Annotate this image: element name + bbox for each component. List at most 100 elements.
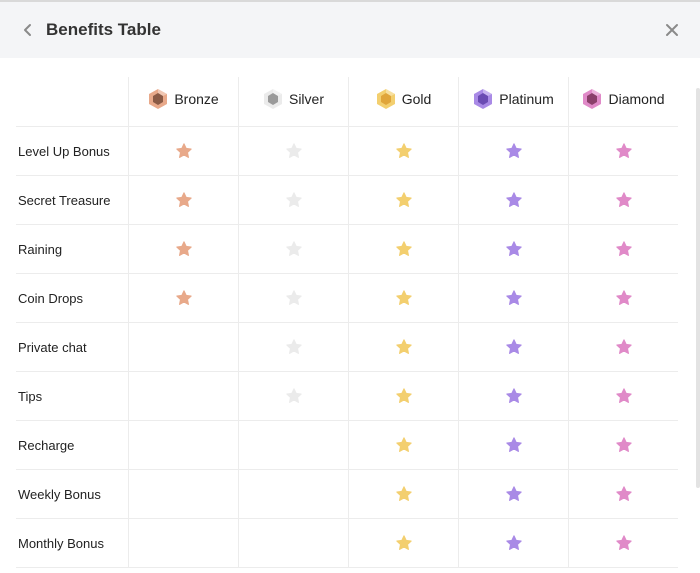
benefit-cell [238,175,349,225]
benefit-cell [128,175,239,225]
benefit-cell [568,224,678,274]
tier-header-content: Silver [263,88,324,110]
star-icon [175,192,192,207]
benefit-cell [568,175,678,225]
benefit-cell [348,322,459,372]
benefit-cell [348,175,459,225]
star-icon [505,437,522,452]
star-icon [285,192,302,207]
benefit-cell [458,273,569,323]
gem-icon [474,89,493,109]
star-icon [615,143,632,158]
table-row: Tips [16,371,678,421]
tier-label: Bronze [174,91,219,107]
star-icon [505,535,522,550]
tier-label: Diamond [608,91,665,107]
tier-header-content: Bronze [148,88,219,110]
table-row: Weekly Bonus [16,469,678,519]
chevron-left-icon [24,24,31,36]
benefit-cell [238,273,349,323]
tier-label: Silver [288,91,324,107]
star-icon [615,388,632,403]
star-icon [615,339,632,354]
benefit-cell [348,126,459,176]
close-icon [666,24,678,36]
gem-icon [376,89,395,109]
star-icon [395,535,412,550]
table-row: Private chat [16,322,678,372]
benefit-cell [458,126,569,176]
benefit-cell [128,224,239,274]
benefit-cell [348,224,459,274]
star-icon [615,192,632,207]
tier-label: Gold [401,91,432,107]
header-bar: Benefits Table [0,2,700,58]
benefit-cell [128,420,239,470]
table-row: Secret Treasure [16,175,678,225]
benefit-cell [568,273,678,323]
benefit-cell [348,518,459,568]
back-button[interactable] [16,18,40,42]
top-divider [0,0,700,2]
benefit-label: Secret Treasure [16,175,129,225]
star-icon [395,388,412,403]
tier-header-content: Platinum [473,88,554,110]
gem-icon [583,89,602,109]
benefit-cell [568,371,678,421]
star-icon [505,143,522,158]
benefit-cell [348,420,459,470]
benefit-label: Monthly Bonus [16,518,129,568]
star-icon [615,535,632,550]
benefit-cell [568,322,678,372]
star-icon [505,486,522,501]
tier-header-content: Gold [376,88,432,110]
star-icon [505,192,522,207]
star-icon [395,192,412,207]
star-icon [615,486,632,501]
tier-header-content: Diamond [582,88,665,110]
tier-header-gold: Gold [348,77,459,127]
benefit-label: Raining [16,224,129,274]
benefit-cell [238,420,349,470]
star-icon [505,339,522,354]
benefit-cell [348,273,459,323]
star-icon [395,241,412,256]
benefit-cell [458,469,569,519]
star-icon [395,486,412,501]
scrollbar[interactable] [696,88,700,488]
benefit-cell [238,469,349,519]
star-icon [615,241,632,256]
star-icon [615,437,632,452]
benefit-cell [458,224,569,274]
benefit-cell [348,371,459,421]
star-icon [285,388,302,403]
benefit-cell [568,518,678,568]
star-icon [395,437,412,452]
star-icon [175,290,192,305]
benefit-cell [458,175,569,225]
benefit-cell [238,518,349,568]
benefit-cell [458,518,569,568]
star-icon [285,241,302,256]
benefit-cell [238,224,349,274]
table-row: Monthly Bonus [16,518,678,568]
corner-cell [16,77,129,127]
benefits-table: Bronze Silver Gold Platinum Diamond Level Up… [16,77,678,568]
benefit-label: Private chat [16,322,129,372]
benefit-cell [458,371,569,421]
tier-header-bronze: Bronze [128,77,239,127]
benefit-cell [568,420,678,470]
star-icon [285,143,302,158]
benefits-table-container: Bronze Silver Gold Platinum Diamond Level Up… [0,58,700,573]
benefit-cell [128,518,239,568]
benefit-label: Level Up Bonus [16,126,129,176]
close-button[interactable] [660,18,684,42]
benefit-cell [238,126,349,176]
benefit-cell [238,322,349,372]
benefit-label: Weekly Bonus [16,469,129,519]
star-icon [395,290,412,305]
star-icon [285,290,302,305]
benefit-cell [128,273,239,323]
gem-icon [263,89,282,109]
table-header-row: Bronze Silver Gold Platinum Diamond [16,77,678,127]
